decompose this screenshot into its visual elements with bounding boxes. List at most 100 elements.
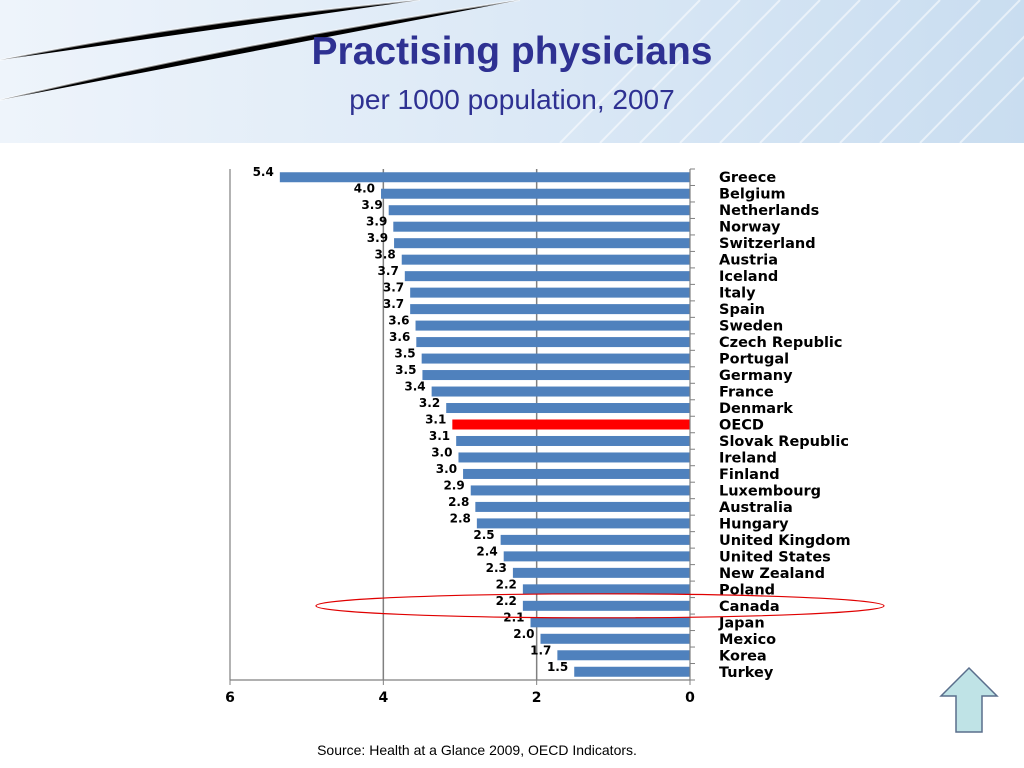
source-note: Source: Health at a Glance 2009, OECD In… bbox=[317, 742, 637, 758]
category-label: Spain bbox=[719, 302, 765, 318]
bar-value-label: 3.7 bbox=[383, 281, 404, 295]
bar-value-label: 2.8 bbox=[448, 495, 469, 509]
bar-value-label: 3.5 bbox=[395, 363, 416, 377]
bar-turkey bbox=[574, 666, 690, 677]
category-label: Italy bbox=[719, 286, 756, 302]
category-label: Austria bbox=[719, 253, 778, 269]
category-label: Korea bbox=[719, 648, 767, 664]
bar-value-label: 2.2 bbox=[496, 594, 517, 608]
bar-value-label: 3.6 bbox=[388, 314, 409, 328]
bar-value-label: 4.0 bbox=[354, 182, 375, 196]
bar-value-label: 3.5 bbox=[394, 347, 415, 361]
bar-value-label: 3.0 bbox=[431, 445, 452, 459]
category-label: United States bbox=[719, 549, 831, 565]
category-label: Iceland bbox=[719, 269, 778, 285]
category-label: Hungary bbox=[719, 516, 789, 532]
category-label: Netherlands bbox=[719, 203, 819, 219]
bar-value-label: 2.8 bbox=[450, 511, 471, 525]
category-label: Germany bbox=[719, 368, 793, 384]
bar-france bbox=[431, 386, 690, 397]
bar-value-label: 2.5 bbox=[473, 528, 494, 542]
category-label: New Zealand bbox=[719, 566, 825, 582]
bar-belgium bbox=[381, 188, 690, 199]
bar-denmark bbox=[446, 403, 690, 414]
bar-value-label: 3.2 bbox=[419, 396, 440, 410]
bar-hungary bbox=[476, 518, 690, 529]
bar-united-states bbox=[503, 551, 690, 562]
bar-australia bbox=[475, 501, 690, 512]
bar-portugal bbox=[421, 353, 690, 364]
bar-norway bbox=[393, 221, 690, 232]
bar-canada bbox=[522, 600, 690, 611]
bar-luxembourg bbox=[470, 485, 690, 496]
chart-tick-labels: 0 2 4 6 bbox=[225, 690, 695, 706]
category-label: Canada bbox=[719, 599, 780, 615]
bar-finland bbox=[463, 468, 690, 479]
bar-switzerland bbox=[394, 238, 690, 249]
bar-poland bbox=[522, 584, 690, 595]
bar-greece bbox=[279, 172, 690, 183]
category-label: Finland bbox=[719, 467, 780, 483]
bar-mexico bbox=[540, 633, 690, 644]
bar-ireland bbox=[458, 452, 690, 463]
bar-japan bbox=[530, 617, 690, 628]
category-label: Japan bbox=[718, 615, 765, 631]
category-label: Greece bbox=[719, 170, 776, 186]
bar-value-label: 5.4 bbox=[253, 165, 274, 179]
bar-netherlands bbox=[388, 205, 690, 216]
category-label: France bbox=[719, 385, 774, 401]
bar-chart: 5.4 4.0 3.9 3.9 3.9 3.8 3.7 3.7 3.7 3.6 3.6 3.5 3.5 3… bbox=[225, 165, 885, 706]
category-label: Norway bbox=[719, 220, 781, 236]
bar-value-label: 3.8 bbox=[374, 248, 395, 262]
category-label: Sweden bbox=[719, 319, 783, 335]
category-label: Slovak Republic bbox=[719, 434, 849, 450]
bar-value-label: 3.0 bbox=[436, 462, 457, 476]
x-tick-label: 4 bbox=[378, 690, 388, 706]
bar-value-label: 3.9 bbox=[367, 231, 388, 245]
category-label: Australia bbox=[719, 500, 793, 516]
category-label: Mexico bbox=[719, 632, 776, 648]
bar-value-label: 1.7 bbox=[530, 643, 551, 657]
bar-value-label: 2.9 bbox=[443, 478, 464, 492]
bar-korea bbox=[557, 650, 690, 661]
chart-value-labels: 5.4 4.0 3.9 3.9 3.9 3.8 3.7 3.7 3.7 3.6 3.6 3.5 3.5 3… bbox=[253, 165, 569, 674]
bar-value-label: 3.9 bbox=[366, 215, 387, 229]
bar-value-label: 3.6 bbox=[389, 330, 410, 344]
category-label: Denmark bbox=[719, 401, 793, 417]
bar-value-label: 2.2 bbox=[496, 577, 517, 591]
category-label: Turkey bbox=[719, 665, 774, 681]
bar-value-label: 1.5 bbox=[547, 660, 568, 674]
category-label: Czech Republic bbox=[719, 335, 843, 351]
bar-spain bbox=[410, 304, 690, 315]
bar-value-label: 3.4 bbox=[404, 380, 425, 394]
bar-oecd bbox=[452, 419, 690, 430]
bar-value-label: 2.3 bbox=[486, 561, 507, 575]
category-label: United Kingdom bbox=[719, 533, 851, 549]
chart-category-labels: GreeceBelgiumNetherlandsNorwaySwitzerlan… bbox=[718, 170, 851, 681]
bar-value-label: 3.1 bbox=[425, 413, 446, 427]
chart-bars bbox=[279, 172, 690, 677]
category-label: Ireland bbox=[719, 450, 777, 466]
bar-value-label: 3.7 bbox=[383, 297, 404, 311]
up-arrow-icon[interactable] bbox=[938, 665, 1000, 735]
bar-austria bbox=[401, 254, 690, 265]
category-label: Luxembourg bbox=[719, 483, 821, 499]
bar-new-zealand bbox=[512, 567, 690, 578]
category-label: Belgium bbox=[719, 187, 786, 203]
bar-iceland bbox=[404, 271, 690, 282]
category-label: OECD bbox=[719, 418, 764, 434]
bar-value-label: 3.7 bbox=[378, 264, 399, 278]
header-background bbox=[0, 0, 1024, 143]
bar-value-label: 3.1 bbox=[429, 429, 450, 443]
category-label: Switzerland bbox=[719, 236, 816, 252]
category-label: Poland bbox=[719, 582, 775, 598]
bar-value-label: 2.0 bbox=[513, 627, 534, 641]
bar-united-kingdom bbox=[500, 534, 690, 545]
canada-highlight-ellipse bbox=[315, 593, 885, 619]
bar-czech-republic bbox=[416, 337, 690, 348]
bar-slovak-republic bbox=[456, 435, 690, 446]
bar-value-label: 3.9 bbox=[361, 198, 382, 212]
bar-value-label: 2.4 bbox=[476, 544, 497, 558]
bar-germany bbox=[422, 370, 690, 381]
slide-title: Practising physicians bbox=[311, 30, 713, 73]
